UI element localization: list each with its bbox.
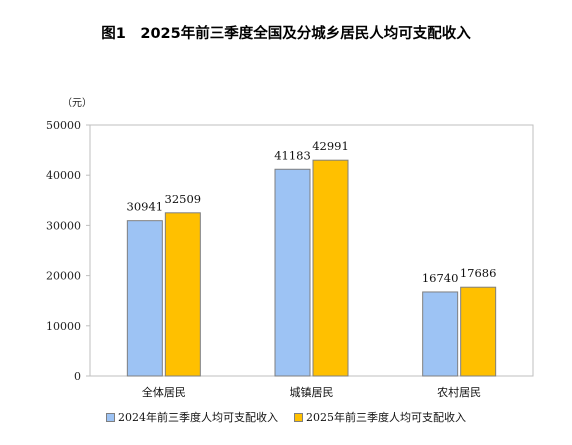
bar-value-label: 42991 [312,139,349,153]
x-axis: 全体居民 城镇居民 农村居民 [142,385,481,399]
bar-2024-2 [422,291,459,377]
bar-value-label: 32509 [165,192,202,206]
legend-label-2025: 2025年前三季度人均可支配收入 [306,411,466,424]
chart-title: 图1 2025年前三季度全国及分城乡居民人均可支配收入 [101,26,471,42]
y-tick-label: 10000 [46,320,81,333]
bar-value-label: 17686 [460,266,497,280]
y-tick-label: 0 [74,370,81,383]
legend-label-2024: 2024年前三季度人均可支配收入 [118,411,278,424]
x-category-label: 全体居民 [142,385,186,399]
bar-value-label: 16740 [422,271,459,285]
legend: 2024年前三季度人均可支配收入 2025年前三季度人均可支配收入 [0,409,572,425]
legend-swatch-2025 [294,412,303,422]
legend-item-2025: 2025年前三季度人均可支配收入 [294,409,466,425]
legend-item-2024: 2024年前三季度人均可支配收入 [106,409,278,425]
y-axis-unit-label: （元） [62,98,92,109]
bar-2024-1 [274,168,311,377]
y-tick-label: 20000 [46,270,81,283]
plot-area [89,124,534,377]
bar-2025-0 [164,212,201,377]
legend-swatch-2024 [106,412,115,422]
x-category-label: 城镇居民 [290,385,334,399]
x-category-label: 农村居民 [437,385,481,399]
y-tick-label: 30000 [46,219,81,232]
bar-marks [126,159,497,377]
bar-2025-2 [460,286,497,377]
bar-2025-1 [312,159,349,377]
y-tick-label: 40000 [46,169,81,182]
bar-value-label: 41183 [274,148,311,162]
bar-2024-0 [126,220,163,377]
y-axis: 0 10000 20000 30000 40000 50000 [46,119,90,383]
y-tick-label: 50000 [46,119,81,132]
bar-value-label: 30941 [127,200,164,214]
